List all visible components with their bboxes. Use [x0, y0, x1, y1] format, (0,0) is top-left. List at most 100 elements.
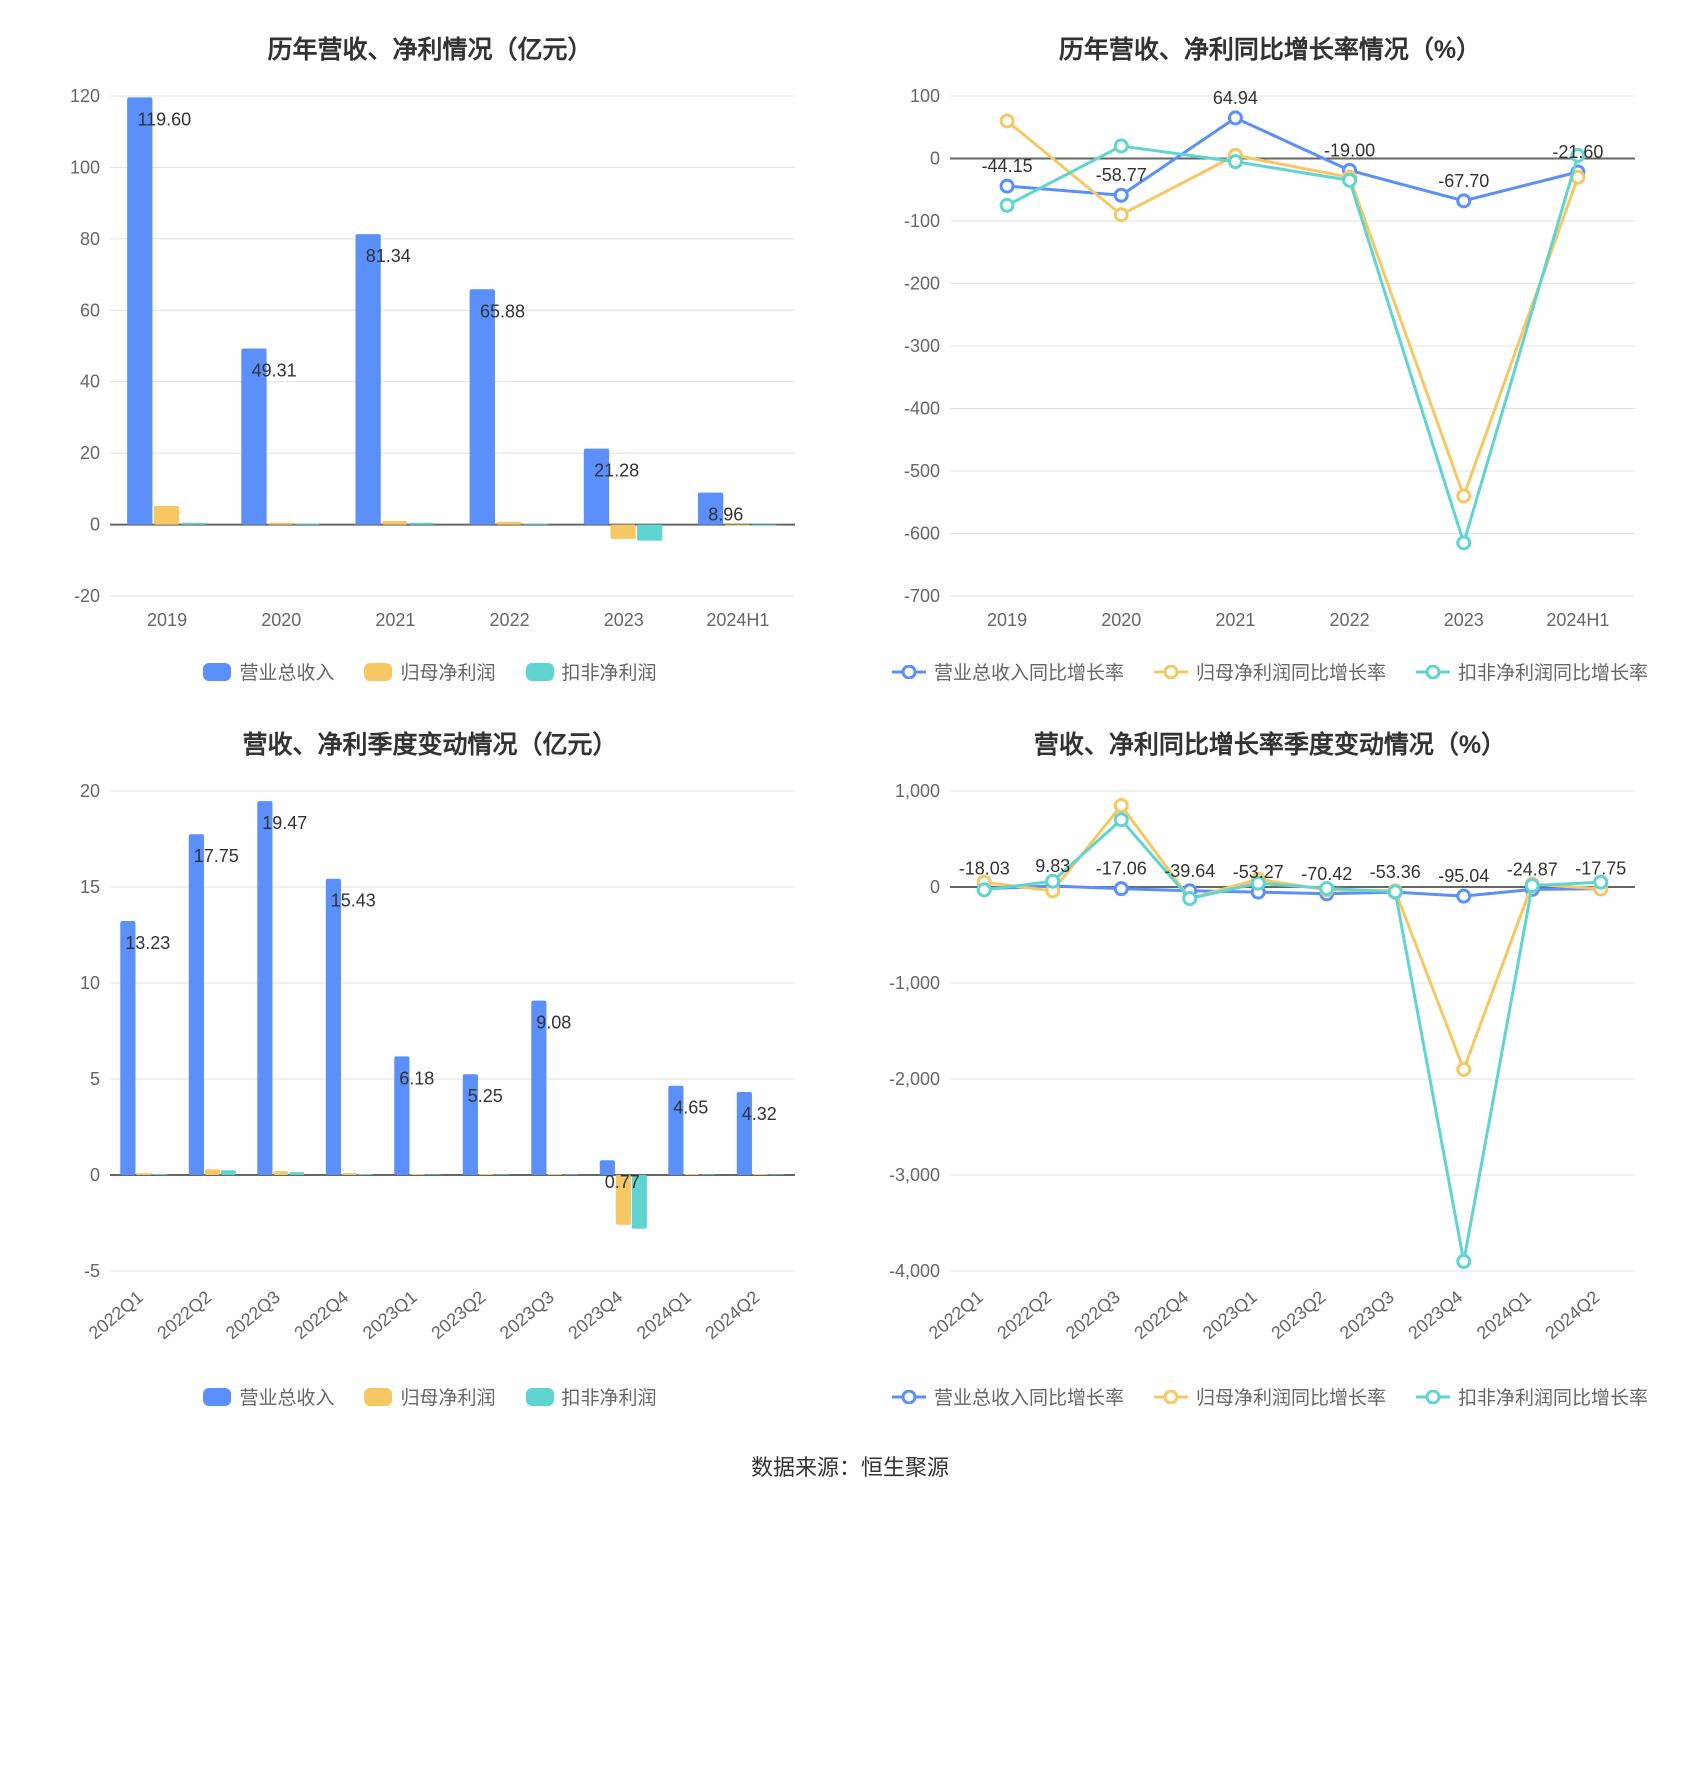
svg-text:81.34: 81.34: [366, 246, 411, 266]
chart4-panel: 营收、净利同比增长率季度变动情况（%） -4,000-3,000-2,000-1…: [870, 725, 1670, 1410]
chart2-panel: 历年营收、净利同比增长率情况（%） -700-600-500-400-300-2…: [870, 30, 1670, 685]
svg-text:-17.75: -17.75: [1575, 859, 1626, 879]
svg-text:-95.04: -95.04: [1438, 866, 1489, 886]
legend-item: 归母净利润同比增长率: [1154, 1383, 1386, 1410]
svg-text:65.88: 65.88: [480, 301, 525, 321]
svg-text:-44.15: -44.15: [982, 156, 1033, 176]
svg-text:-53.36: -53.36: [1370, 862, 1421, 882]
svg-text:2022: 2022: [1330, 610, 1370, 630]
svg-text:2019: 2019: [147, 610, 187, 630]
data-source-footer: 数据来源：恒生聚源: [30, 1450, 1670, 1482]
svg-text:120: 120: [70, 86, 100, 106]
svg-text:0.77: 0.77: [605, 1172, 640, 1192]
svg-text:6.18: 6.18: [399, 1068, 434, 1088]
svg-text:4.65: 4.65: [673, 1098, 708, 1118]
legend-line-marker: [1154, 665, 1188, 679]
legend-label: 归母净利润同比增长率: [1196, 658, 1386, 685]
legend-swatch: [203, 1388, 231, 1406]
svg-text:2022Q3: 2022Q3: [222, 1287, 284, 1343]
svg-text:-70.42: -70.42: [1301, 864, 1352, 884]
chart3-title: 营收、净利季度变动情况（亿元）: [30, 725, 830, 761]
legend-item: 扣非净利润同比增长率: [1416, 658, 1648, 685]
svg-text:-17.06: -17.06: [1096, 859, 1147, 879]
svg-text:49.31: 49.31: [252, 360, 297, 380]
chart-grid: 历年营收、净利情况（亿元） -20020406080100120119.6049…: [30, 30, 1670, 1410]
svg-text:2023Q1: 2023Q1: [359, 1287, 421, 1343]
legend-item: 归母净利润: [364, 1383, 495, 1410]
svg-text:13.23: 13.23: [125, 933, 170, 953]
legend-label: 营业总收入: [239, 658, 334, 685]
svg-text:10: 10: [80, 973, 100, 993]
svg-text:0: 0: [90, 1165, 100, 1185]
svg-text:5.25: 5.25: [468, 1086, 503, 1106]
svg-text:-5: -5: [84, 1261, 100, 1281]
svg-text:2022Q1: 2022Q1: [85, 1287, 147, 1343]
legend-label: 归母净利润: [400, 1383, 495, 1410]
svg-text:-200: -200: [904, 274, 940, 294]
svg-text:-100: -100: [904, 211, 940, 231]
svg-text:-67.70: -67.70: [1438, 171, 1489, 191]
legend-item: 营业总收入: [203, 1383, 334, 1410]
chart1-panel: 历年营收、净利情况（亿元） -20020406080100120119.6049…: [30, 30, 830, 685]
legend-item: 营业总收入同比增长率: [892, 658, 1124, 685]
svg-text:2022Q1: 2022Q1: [925, 1287, 987, 1343]
svg-text:100: 100: [910, 86, 940, 106]
chart1-legend: 营业总收入归母净利润扣非净利润: [30, 658, 830, 685]
chart3-panel: 营收、净利季度变动情况（亿元） -50510152013.2317.7519.4…: [30, 725, 830, 1410]
svg-text:2021: 2021: [1215, 610, 1255, 630]
svg-text:-4,000: -4,000: [889, 1261, 940, 1281]
svg-text:2023Q3: 2023Q3: [1336, 1287, 1398, 1343]
legend-swatch: [526, 1388, 554, 1406]
chart4-legend: 营业总收入同比增长率 归母净利润同比增长率 扣非净利润同比增长率: [870, 1383, 1670, 1410]
legend-label: 扣非净利润同比增长率: [1458, 658, 1648, 685]
svg-text:40: 40: [80, 372, 100, 392]
chart3-svg: -50510152013.2317.7519.4715.436.185.259.…: [30, 781, 810, 1371]
legend-label: 归母净利润同比增长率: [1196, 1383, 1386, 1410]
legend-item: 营业总收入同比增长率: [892, 1383, 1124, 1410]
svg-text:0: 0: [930, 877, 940, 897]
svg-text:1,000: 1,000: [895, 781, 940, 801]
chart3-legend: 营业总收入归母净利润扣非净利润: [30, 1383, 830, 1410]
svg-text:17.75: 17.75: [194, 846, 239, 866]
svg-text:0: 0: [90, 515, 100, 535]
svg-text:119.60: 119.60: [137, 109, 191, 129]
svg-text:2024H1: 2024H1: [1546, 610, 1609, 630]
svg-text:2021: 2021: [375, 610, 415, 630]
legend-swatch: [526, 663, 554, 681]
svg-text:2023Q4: 2023Q4: [564, 1287, 626, 1343]
chart4-svg: -4,000-3,000-2,000-1,00001,000-18.039.83…: [870, 781, 1650, 1371]
svg-text:2022: 2022: [490, 610, 530, 630]
svg-text:2023Q2: 2023Q2: [427, 1287, 489, 1343]
legend-item: 扣非净利润同比增长率: [1416, 1383, 1648, 1410]
svg-text:-58.77: -58.77: [1096, 165, 1147, 185]
svg-text:9.83: 9.83: [1035, 856, 1070, 876]
svg-text:2023Q1: 2023Q1: [1199, 1287, 1261, 1343]
svg-text:9.08: 9.08: [536, 1013, 571, 1033]
svg-text:2023: 2023: [1444, 610, 1484, 630]
svg-text:2024Q2: 2024Q2: [1541, 1287, 1603, 1343]
legend-item: 营业总收入: [203, 658, 334, 685]
svg-text:2022Q4: 2022Q4: [290, 1287, 352, 1343]
svg-text:2023: 2023: [604, 610, 644, 630]
svg-text:2019: 2019: [987, 610, 1027, 630]
svg-text:2022Q3: 2022Q3: [1062, 1287, 1124, 1343]
svg-text:4.32: 4.32: [742, 1104, 777, 1124]
svg-text:19.47: 19.47: [262, 813, 307, 833]
svg-text:2024Q1: 2024Q1: [633, 1287, 695, 1343]
svg-text:-400: -400: [904, 399, 940, 419]
svg-text:-300: -300: [904, 336, 940, 356]
svg-text:2024Q1: 2024Q1: [1473, 1287, 1535, 1343]
svg-text:15.43: 15.43: [331, 891, 376, 911]
svg-text:-39.64: -39.64: [1164, 861, 1215, 881]
svg-text:5: 5: [90, 1069, 100, 1089]
legend-item: 扣非净利润: [526, 658, 657, 685]
svg-text:2023Q2: 2023Q2: [1267, 1287, 1329, 1343]
svg-text:-19.00: -19.00: [1324, 140, 1375, 160]
svg-text:-700: -700: [904, 586, 940, 606]
svg-text:21.28: 21.28: [594, 461, 639, 481]
legend-line-marker: [1416, 1390, 1450, 1404]
svg-text:-18.03: -18.03: [959, 859, 1010, 879]
legend-line-marker: [892, 665, 926, 679]
svg-text:-1,000: -1,000: [889, 973, 940, 993]
legend-label: 营业总收入同比增长率: [934, 1383, 1124, 1410]
